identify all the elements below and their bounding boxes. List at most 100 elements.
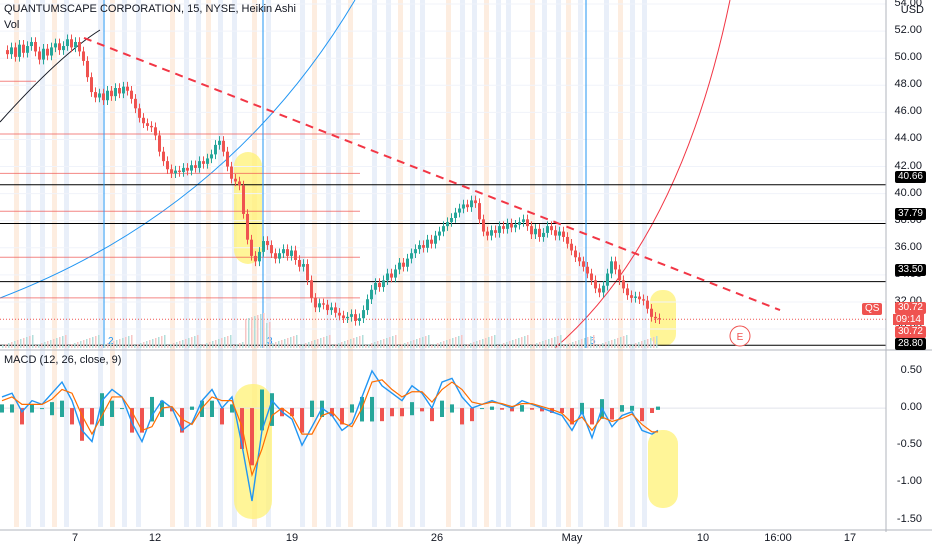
candle-body (262, 241, 265, 252)
volume-bar (203, 344, 205, 348)
volume-bar (218, 339, 220, 348)
candle-body (386, 273, 389, 281)
macd-histogram-bar (140, 408, 144, 433)
volume-bar (413, 340, 415, 348)
volume-bar (116, 340, 118, 348)
macd-histogram-bar (560, 408, 564, 413)
volume-bar (569, 343, 571, 348)
candle-body (326, 304, 329, 311)
volume-bar (302, 344, 304, 348)
level-tag-28-80: 28.80 (894, 338, 926, 350)
candle-body (526, 219, 529, 227)
volume-bar (578, 340, 580, 348)
session-band (232, 0, 237, 527)
candle-body (598, 288, 601, 293)
candle-body (150, 125, 153, 128)
session-band (184, 0, 189, 527)
volume-bar (452, 338, 454, 348)
time-tick-label: 19 (285, 532, 299, 544)
volume-bar (584, 338, 586, 348)
macd-histogram-bar (430, 408, 434, 422)
candle-body (542, 232, 545, 237)
volume-bar (494, 335, 496, 348)
session-band (336, 0, 341, 527)
volume-bar (236, 344, 238, 348)
volume-bar (92, 337, 94, 348)
session-band (206, 0, 211, 527)
candle-body (438, 231, 441, 236)
macd-histogram-bar (230, 404, 234, 413)
macd-histogram-bar (180, 408, 184, 433)
volume-bar (641, 341, 643, 348)
macd-histogram-bar (510, 408, 514, 412)
volume-bar (56, 338, 58, 348)
volume-bar (38, 344, 40, 348)
volume-bar (443, 341, 445, 348)
volume-bar (506, 342, 508, 348)
red-arc (554, 0, 731, 349)
highlight-price-drop (234, 152, 262, 264)
vertical-marker-label: 2 (108, 336, 114, 347)
volume-bar (407, 342, 409, 348)
candle-body (342, 315, 345, 319)
chart-title: QUANTUMSCAPE CORPORATION, 15, NYSE, Heik… (4, 3, 296, 15)
volume-bar (653, 337, 655, 348)
price-tick-label: 46.00 (894, 105, 922, 118)
candle-body (82, 51, 85, 61)
blue-arc (0, 0, 356, 299)
volume-bar (428, 335, 430, 348)
volume-bar (182, 340, 184, 348)
candle-body (234, 178, 237, 182)
volume-bar (287, 338, 289, 348)
volume-bar (644, 340, 646, 348)
volume-bar (299, 345, 301, 348)
volume-bar (65, 335, 67, 348)
macd-histogram-bar (580, 402, 584, 415)
candle-body (570, 243, 573, 251)
candle-body (250, 239, 253, 256)
volume-bar (605, 342, 607, 348)
descending-trendline (83, 36, 781, 312)
candle-body (490, 230, 493, 236)
candle-body (498, 226, 501, 233)
volume-bar (461, 335, 463, 348)
session-band (170, 0, 175, 527)
volume-bar (617, 338, 619, 348)
volume-bar (107, 343, 109, 348)
volume-bar (167, 345, 169, 348)
candle-body (34, 41, 37, 52)
session-band (312, 0, 317, 527)
volume-bar (593, 335, 595, 348)
macd-tick-label: -1.00 (896, 475, 922, 488)
candle-body (566, 236, 569, 244)
volume-bar (650, 338, 652, 348)
candle-body (602, 285, 605, 293)
volume-bar (419, 338, 421, 348)
volume-bar (80, 341, 82, 348)
macd-histogram-bar (530, 408, 534, 410)
volume-bar (458, 336, 460, 348)
volume-bar (581, 339, 583, 348)
session-band (506, 0, 511, 527)
volume-bar (59, 337, 61, 348)
volume-bar (113, 341, 115, 348)
volume-bar (551, 338, 553, 348)
volume-bar (194, 336, 196, 348)
candle-body (658, 318, 661, 320)
macd-histogram-bar (150, 396, 154, 422)
candle-body (86, 60, 89, 78)
volume-bar (143, 342, 145, 348)
macd-histogram-bar (340, 408, 344, 425)
macd-histogram-bar (480, 408, 484, 410)
candle-body (466, 204, 469, 208)
volume-bar (521, 337, 523, 348)
volume-bar (542, 341, 544, 348)
trendline[interactable] (83, 36, 781, 312)
candle-body (582, 261, 585, 267)
candle-body (54, 43, 57, 48)
volume-bar (26, 337, 28, 348)
session-band (566, 0, 571, 527)
session-band (122, 0, 127, 527)
vertical-markers: 235E (103, 0, 751, 348)
